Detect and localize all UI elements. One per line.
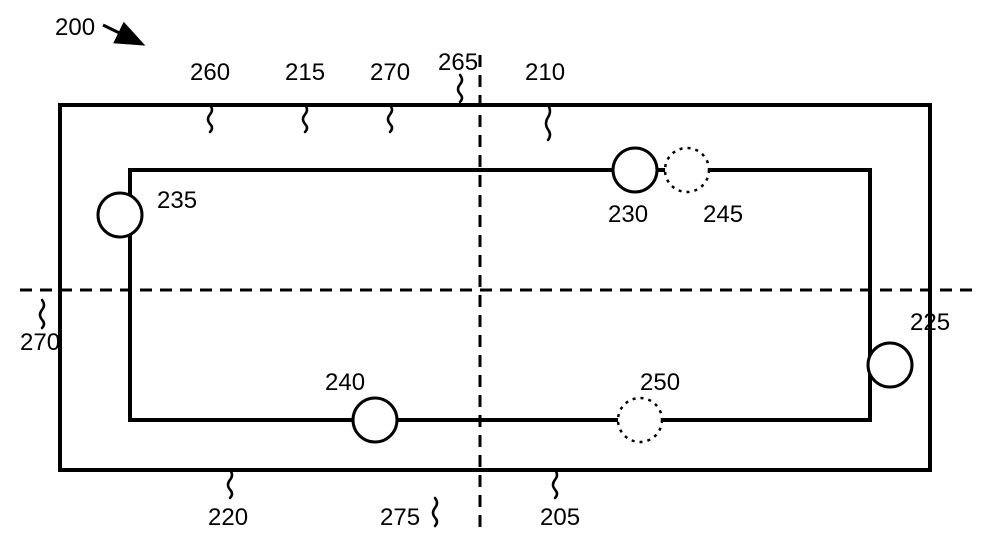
label-245: 245 [703,201,743,228]
label-270-b: 270 [20,329,60,356]
label-260: 260 [190,59,230,86]
lead-line-s275 [433,498,437,526]
label-265: 265 [438,49,478,76]
lead-line-s260 [208,105,212,132]
lead-line-s265 [458,75,462,102]
lead-line-s270 [388,105,392,132]
lead-line-s220 [228,470,232,498]
lead-line-s270b [40,300,44,328]
label-200: 200 [55,14,95,41]
node-c240 [353,398,397,442]
node-c235 [98,193,142,237]
node-c245 [665,148,709,192]
label-235: 235 [157,187,197,214]
diagram-canvas: 200 260 215 270 265 210 235 230 245 225 240 250 270 2… [0,0,1000,550]
node-c230 [613,148,657,192]
outer-rect [60,105,930,470]
lead-line-s205 [553,470,557,498]
lead-line-s210 [546,105,550,140]
inner-rect [130,170,870,420]
label-215: 215 [285,59,325,86]
label-275: 275 [380,504,420,531]
label-270: 270 [370,59,410,86]
label-240: 240 [325,369,365,396]
label-210: 210 [525,59,565,86]
node-c250 [618,398,662,442]
lead-line-s215 [303,105,307,132]
label-225: 225 [910,309,950,336]
figure-pointer-arrow [103,25,140,43]
label-220: 220 [208,504,248,531]
node-c225 [868,343,912,387]
label-250: 250 [640,369,680,396]
label-205: 205 [540,504,580,531]
label-230: 230 [608,201,648,228]
